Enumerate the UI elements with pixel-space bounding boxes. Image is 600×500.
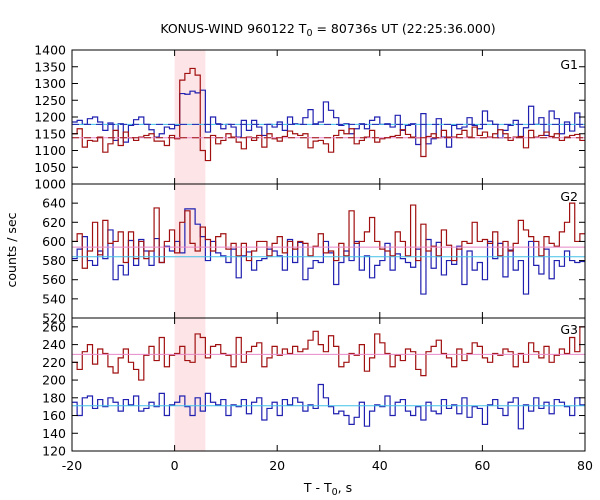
ytick-label-g2: 580 bbox=[42, 253, 66, 268]
panel-g1 bbox=[72, 67, 585, 162]
panel-label-g2: G2 bbox=[560, 189, 578, 204]
axis-ticks bbox=[71, 49, 586, 452]
x-axis-label: T - T0, s bbox=[303, 480, 352, 498]
xtick-label: 0 bbox=[171, 458, 179, 473]
panel-frame-g3 bbox=[71, 317, 586, 452]
ytick-label-g3: 140 bbox=[42, 426, 66, 441]
y-tick-labels: 1000105011001150120012501300135014005205… bbox=[34, 43, 66, 459]
ytick-label-g1: 1000 bbox=[34, 177, 66, 192]
ytick-label-g1: 1300 bbox=[34, 76, 66, 91]
ytick-label-g3: 180 bbox=[42, 390, 66, 405]
ytick-label-g3: 240 bbox=[42, 337, 66, 352]
series-g1-0 bbox=[72, 89, 585, 148]
panel-label-g1: G1 bbox=[560, 57, 578, 72]
panel-label-g3: G3 bbox=[560, 322, 578, 337]
series-g3-0 bbox=[72, 383, 585, 430]
ytick-label-g1: 1100 bbox=[34, 143, 66, 158]
panel-g2 bbox=[72, 202, 585, 295]
ytick-label-g2: 600 bbox=[42, 234, 66, 249]
ytick-label-g1: 1400 bbox=[34, 43, 66, 58]
ytick-label-g2: 520 bbox=[42, 311, 66, 326]
ytick-label-g2: 560 bbox=[42, 272, 66, 287]
ytick-label-g3: 220 bbox=[42, 355, 66, 370]
xtick-label: 80 bbox=[577, 458, 593, 473]
highlight-band-g3 bbox=[174, 318, 206, 451]
series-g3-1 bbox=[72, 326, 585, 381]
ytick-label-g1: 1250 bbox=[34, 93, 66, 108]
ytick-label-g1: 1350 bbox=[34, 59, 66, 74]
ytick-label-g3: 120 bbox=[42, 444, 66, 459]
xtick-label: 40 bbox=[372, 458, 388, 473]
xtick-label: -20 bbox=[62, 458, 82, 473]
y-axis-label: counts / sec bbox=[4, 212, 19, 287]
xtick-label: 60 bbox=[474, 458, 490, 473]
ytick-label-g2: 620 bbox=[42, 215, 66, 230]
ytick-label-g3: 200 bbox=[42, 373, 66, 388]
ytick-label-g3: 260 bbox=[42, 319, 66, 334]
ytick-label-g2: 640 bbox=[42, 196, 66, 211]
ytick-label-g3: 160 bbox=[42, 408, 66, 423]
ytick-label-g1: 1050 bbox=[34, 160, 66, 175]
series-g1-1 bbox=[72, 67, 585, 162]
ytick-label-g1: 1150 bbox=[34, 126, 66, 141]
ytick-label-g1: 1200 bbox=[34, 110, 66, 125]
chart-title: KONUS-WIND 960122 T0 = 80736s UT (22:25:… bbox=[160, 21, 495, 39]
xtick-label: 20 bbox=[269, 458, 285, 473]
series-g2-1 bbox=[72, 202, 585, 269]
x-tick-labels: -20 0 20 40 60 80 bbox=[62, 458, 593, 473]
panel-g3 bbox=[72, 326, 585, 430]
ytick-label-g2: 540 bbox=[42, 291, 66, 306]
